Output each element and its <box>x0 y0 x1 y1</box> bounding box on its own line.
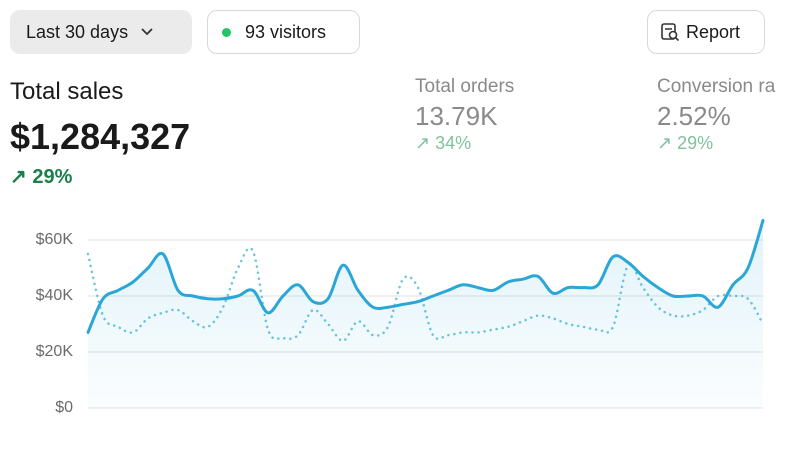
report-label: Report <box>686 21 741 42</box>
y-tick-label: $20K <box>36 343 74 360</box>
metric-change: ↗ 29% <box>10 166 73 188</box>
metric-change-value: 34% <box>435 133 472 153</box>
metric-change-value: 29% <box>677 133 714 153</box>
metric-label: Total orders <box>415 76 515 97</box>
metric-value: $1,284,327 <box>10 116 191 157</box>
live-dot <box>222 27 231 37</box>
metric-value: 2.52% <box>657 101 731 131</box>
report-button[interactable]: Report <box>647 10 765 54</box>
metric-label: Total sales <box>10 78 124 105</box>
report-icon <box>661 23 680 42</box>
sales-line <box>86 218 765 334</box>
metric-change-value: 29% <box>32 166 73 188</box>
y-tick-label: $60K <box>36 231 74 248</box>
date-range-label: Last 30 days <box>26 21 129 42</box>
chevron <box>141 28 153 36</box>
y-tick-label: $40K <box>36 287 74 304</box>
metric-change: ↗ 34% <box>415 133 472 153</box>
area <box>88 220 763 408</box>
visitors-badge[interactable]: 93 visitors <box>207 10 360 54</box>
y-tick-label: $0 <box>55 399 73 416</box>
date-range-button[interactable]: Last 30 days <box>10 10 192 54</box>
metric-label: Conversion ra <box>657 76 776 97</box>
visitors-label: 93 visitors <box>245 21 327 42</box>
metric-value: 13.79K <box>415 101 498 131</box>
metric-change: ↗ 29% <box>657 133 714 153</box>
